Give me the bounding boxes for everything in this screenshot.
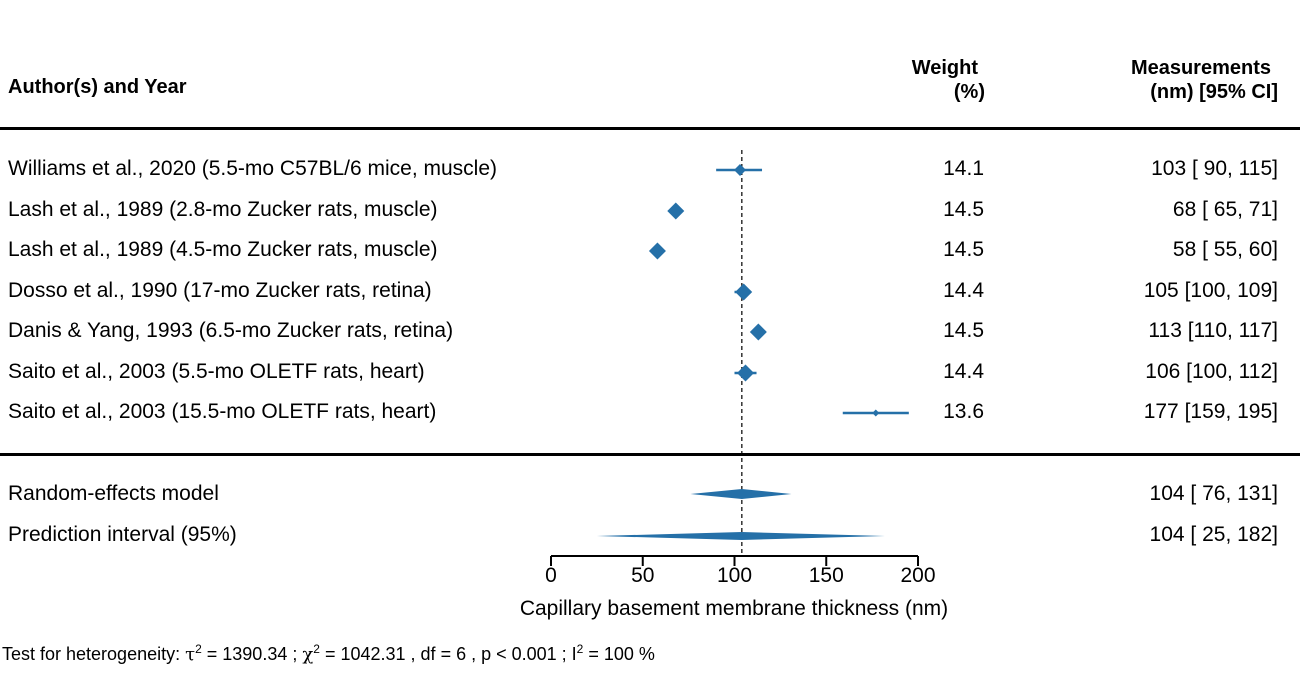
weight-header-line1: Weight [911,57,978,79]
study-weight: 14.5 [943,238,984,261]
tau-value: = 1390.34 ; [201,644,303,664]
header-divider [0,127,1300,130]
point-estimate-marker [734,164,747,176]
study-ci-text: 177 [159, 195] [1143,400,1278,423]
point-estimate-marker [667,202,685,220]
study-label: Saito et al., 2003 (15.5-mo OLETF rats, … [8,400,437,423]
pooled-ci-text: 104 [ 76, 131] [1149,482,1278,505]
study-ci-text: 106 [100, 112] [1145,360,1278,383]
chi-symbol: χ [302,644,314,665]
prediction-label: Prediction interval (95%) [8,523,237,546]
chi-value: = 1042.31 , df = 6 , p < 0.001 ; I [319,644,577,664]
heterogeneity-prefix: Test for heterogeneity: [2,644,186,664]
study-weight: 14.5 [943,198,984,221]
study-weight: 14.4 [943,279,984,302]
tau-symbol: τ [185,644,196,665]
point-estimate-marker [872,409,880,417]
point-estimate-marker [749,323,767,341]
chi-superscript: 2 [313,642,320,656]
study-weight: 14.4 [943,360,984,383]
study-label: Lash et al., 1989 (2.8-mo Zucker rats, m… [8,198,438,221]
point-estimate-marker [735,283,753,301]
study-label: Dosso et al., 1990 (17-mo Zucker rats, r… [8,279,432,302]
pooled-estimate-diamond [690,489,792,499]
x-tick-label: 50 [631,564,654,587]
pooled-label: Random-effects model [8,482,219,505]
study-weight: 14.1 [943,157,984,180]
tau-superscript: 2 [195,642,202,656]
prediction-interval-diamond [596,532,885,540]
study-label: Lash et al., 1989 (4.5-mo Zucker rats, m… [8,238,438,261]
x-tick-label: 200 [900,564,935,587]
study-ci-text: 68 [ 65, 71] [1172,198,1278,221]
study-ci-text: 103 [ 90, 115] [1151,157,1278,180]
weight-header-line2: (%) [953,81,985,103]
i-superscript: 2 [576,642,584,656]
study-label: Williams et al., 2020 (5.5-mo C57BL/6 mi… [8,157,497,180]
i-value: = 100 % [583,644,655,664]
heterogeneity-stats: Test for heterogeneity: τ2 = 1390.34 ; χ… [2,642,655,665]
study-column-header: Author(s) and Year [8,76,187,98]
study-ci-text: 105 [100, 109] [1143,279,1278,302]
study-ci-text: 113 [110, 117] [1148,319,1278,342]
x-tick-label: 100 [717,564,752,587]
x-tick-label: 150 [809,564,844,587]
measurements-header-line1: Measurements [1130,57,1271,79]
x-axis-title: Capillary basement membrane thickness (n… [519,597,949,620]
study-ci-text: 58 [ 55, 60] [1172,238,1278,261]
summary-divider [0,453,1300,456]
study-label: Danis & Yang, 1993 (6.5-mo Zucker rats, … [8,319,454,342]
weight-column-header: Weight (%) [860,56,985,104]
point-estimate-marker [737,364,755,382]
prediction-ci-text: 104 [ 25, 182] [1149,523,1278,546]
measurements-header-line2: (nm) [95% CI] [1150,81,1278,103]
measurements-column-header: Measurements (nm) [95% CI] [1060,56,1278,104]
study-weight: 13.6 [943,400,984,423]
point-estimate-marker [648,242,666,260]
study-weight: 14.5 [943,319,984,342]
study-label: Saito et al., 2003 (5.5-mo OLETF rats, h… [8,360,425,383]
x-tick-label: 0 [545,564,557,587]
